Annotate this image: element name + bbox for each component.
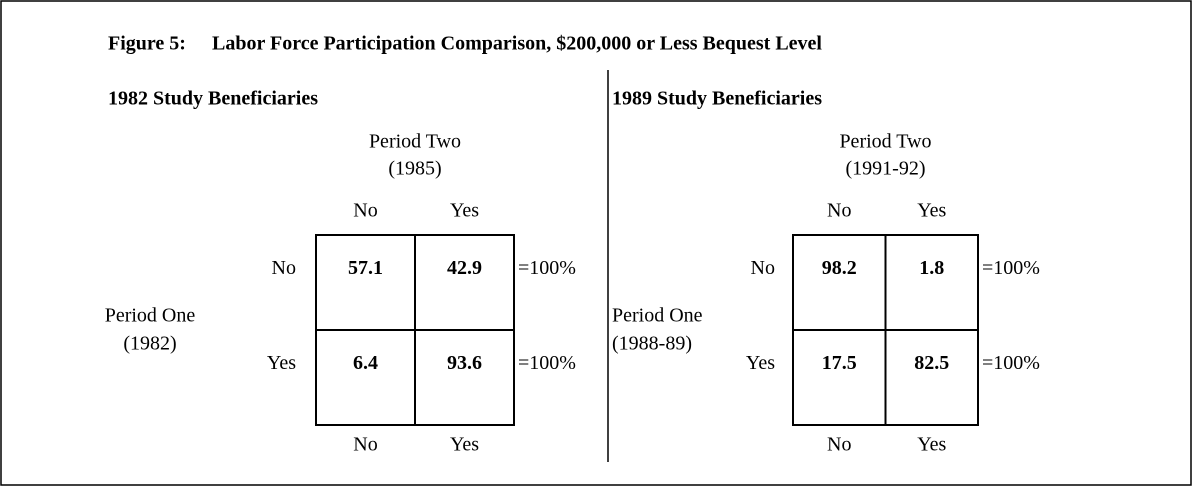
column-header: (1985) xyxy=(388,158,441,180)
cell-value: 98.2 xyxy=(822,257,857,279)
row-total: =100% xyxy=(982,257,1040,279)
column-label: No xyxy=(353,434,377,456)
column-header: Period Two xyxy=(369,131,461,153)
row-label: No xyxy=(751,257,775,279)
row-label: Yes xyxy=(267,352,296,374)
column-header: Period Two xyxy=(839,131,931,153)
row-total: =100% xyxy=(518,352,576,374)
cell-value: 1.8 xyxy=(919,257,944,279)
cell-value: 42.9 xyxy=(447,257,482,279)
column-label: No xyxy=(353,200,377,222)
cell-value: 93.6 xyxy=(447,352,482,374)
row-total: =100% xyxy=(982,352,1040,374)
row-header: (1988-89) xyxy=(612,333,692,355)
column-label: Yes xyxy=(450,434,479,456)
figure-title: Labor Force Participation Comparison, $2… xyxy=(212,33,822,55)
column-header: (1991-92) xyxy=(846,158,926,180)
column-label: Yes xyxy=(917,434,946,456)
row-label: Yes xyxy=(746,352,775,374)
row-header: Period One xyxy=(612,305,703,327)
cell-value: 57.1 xyxy=(348,257,383,279)
row-total: =100% xyxy=(518,257,576,279)
figure-label: Figure 5: xyxy=(108,33,186,55)
column-label: Yes xyxy=(917,200,946,222)
cell-value: 6.4 xyxy=(353,352,378,374)
row-label: No xyxy=(272,257,296,279)
cell-value: 82.5 xyxy=(914,352,949,374)
column-label: No xyxy=(827,434,851,456)
column-label: Yes xyxy=(450,200,479,222)
frame xyxy=(0,0,1192,486)
panel-heading: 1989 Study Beneficiaries xyxy=(612,88,822,110)
panel-heading: 1982 Study Beneficiaries xyxy=(108,88,318,110)
row-header: Period One xyxy=(105,305,196,327)
cell-value: 17.5 xyxy=(822,352,857,374)
column-label: No xyxy=(827,200,851,222)
row-header: (1982) xyxy=(123,333,176,355)
